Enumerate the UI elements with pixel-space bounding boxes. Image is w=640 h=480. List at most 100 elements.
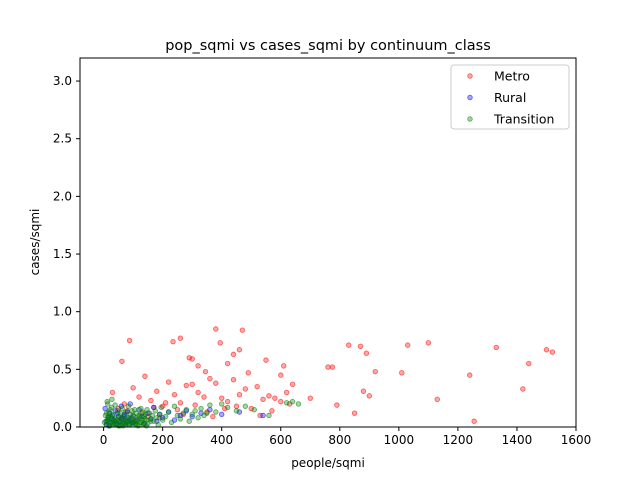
point-metro xyxy=(217,340,223,346)
point-transition xyxy=(109,396,115,403)
x-tick-label: 800 xyxy=(328,433,351,447)
point-metro xyxy=(471,418,477,424)
point-metro xyxy=(263,357,269,363)
point-transition xyxy=(219,401,225,407)
point-transition xyxy=(162,413,169,420)
point-metro xyxy=(201,394,207,400)
point-metro xyxy=(210,413,216,420)
point-metro xyxy=(170,338,176,345)
point-metro xyxy=(329,364,336,370)
point-transition xyxy=(154,415,160,421)
y-tick-label: 1.0 xyxy=(53,305,72,319)
point-metro xyxy=(526,360,532,367)
point-transition xyxy=(104,418,110,424)
point-transition xyxy=(242,403,249,409)
point-transition xyxy=(107,407,113,413)
x-tick-label: 1400 xyxy=(502,433,533,447)
point-metro xyxy=(543,347,550,353)
point-transition xyxy=(251,407,257,413)
point-transition xyxy=(295,401,302,407)
point-metro xyxy=(254,383,260,390)
legend-label-rural: Rural xyxy=(494,90,526,105)
point-metro xyxy=(334,402,340,408)
point-metro xyxy=(520,386,526,392)
point-transition xyxy=(152,408,158,414)
point-metro xyxy=(219,395,225,401)
y-tick-label: 1.5 xyxy=(53,247,72,261)
x-tick-label: 0 xyxy=(100,433,108,447)
point-transition xyxy=(149,412,156,419)
point-metro xyxy=(278,372,284,378)
point-metro xyxy=(189,381,195,388)
point-metro xyxy=(148,397,154,404)
point-transition xyxy=(137,419,144,426)
point-transition xyxy=(165,409,172,415)
point-transition xyxy=(112,402,118,408)
point-metro xyxy=(248,405,254,412)
point-metro xyxy=(493,344,499,351)
point-rural xyxy=(102,405,108,412)
point-transition xyxy=(136,413,142,420)
x-tick-label: 400 xyxy=(210,433,233,447)
plot-area-frame xyxy=(79,57,577,428)
point-metro xyxy=(109,389,116,396)
point-transition xyxy=(114,417,120,423)
legend-label-transition: Transition xyxy=(493,112,554,127)
point-transition xyxy=(189,411,195,418)
point-metro xyxy=(230,351,237,358)
y-axis: 0.0 0.5 1.0 1.5 2.0 2.5 3.0 xyxy=(53,74,80,434)
point-metro xyxy=(171,392,178,398)
point-transition xyxy=(168,419,175,426)
point-metro xyxy=(221,405,228,412)
point-metro xyxy=(224,360,231,367)
point-transition xyxy=(119,405,125,412)
point-transition xyxy=(186,418,192,424)
y-tick-label: 3.0 xyxy=(53,74,72,88)
legend-marker-rural xyxy=(467,94,473,101)
point-metro xyxy=(174,407,181,413)
point-metro xyxy=(278,398,284,405)
point-metro xyxy=(269,408,275,414)
point-metro xyxy=(230,377,237,383)
point-metro xyxy=(162,400,169,406)
point-metro xyxy=(165,379,172,385)
point-rural xyxy=(260,412,266,419)
point-metro xyxy=(239,327,246,333)
point-transition xyxy=(207,402,213,408)
point-metro xyxy=(186,355,192,361)
point-metro xyxy=(202,368,209,375)
point-transition xyxy=(129,408,135,414)
point-transition xyxy=(224,404,231,411)
point-metro xyxy=(233,403,240,409)
point-metro xyxy=(434,396,440,403)
point-transition xyxy=(289,398,296,405)
y-tick-label: 0.5 xyxy=(53,362,72,376)
point-transition xyxy=(180,410,187,416)
point-metro xyxy=(357,343,364,349)
point-metro xyxy=(425,340,432,346)
x-tick-label: 200 xyxy=(151,433,174,447)
point-metro xyxy=(192,402,198,408)
point-transition xyxy=(120,420,126,427)
point-transition xyxy=(283,400,290,406)
point-metro xyxy=(236,392,243,398)
point-metro xyxy=(549,349,556,355)
point-rural xyxy=(219,411,225,418)
point-transition xyxy=(126,421,132,428)
x-axis-label: people/sqmi xyxy=(291,456,365,470)
point-metro xyxy=(189,356,195,362)
point-metro xyxy=(281,363,287,369)
point-metro xyxy=(130,385,136,391)
point-metro xyxy=(366,393,373,399)
point-metro xyxy=(467,372,473,378)
point-transition xyxy=(105,413,112,420)
point-transition xyxy=(142,416,148,422)
point-metro xyxy=(195,363,201,369)
point-rural xyxy=(236,409,243,415)
point-metro xyxy=(119,358,125,364)
point-transition xyxy=(148,418,154,424)
point-metro xyxy=(399,370,405,376)
x-tick-label: 1000 xyxy=(384,433,415,447)
point-transition xyxy=(118,415,125,421)
